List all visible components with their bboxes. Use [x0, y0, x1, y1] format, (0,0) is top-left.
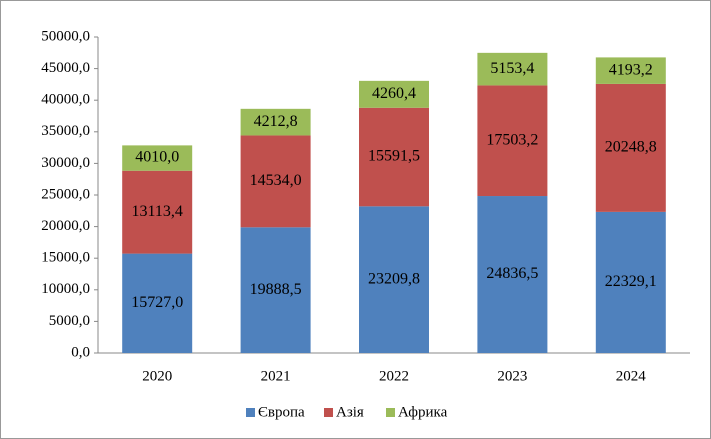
legend-swatch — [386, 408, 395, 417]
x-tick-label: 2023 — [497, 368, 527, 384]
bar-segment — [240, 227, 311, 353]
value-label: 15591,5 — [368, 148, 420, 165]
legend-swatch — [246, 408, 255, 417]
y-tick-label: 35000,0 — [41, 123, 90, 139]
value-label: 4212,8 — [254, 113, 298, 130]
x-tick-label: 2020 — [142, 368, 172, 384]
value-label: 14534,0 — [250, 172, 302, 189]
y-tick-label: 5000,0 — [49, 313, 90, 329]
bar-segment — [240, 135, 311, 228]
value-label: 5153,4 — [490, 60, 534, 77]
value-label: 15727,0 — [131, 294, 183, 311]
bar-segment — [477, 85, 548, 197]
bar-segment — [595, 83, 666, 212]
y-tick-label: 20000,0 — [41, 218, 90, 234]
legend-label: Африка — [398, 404, 448, 420]
y-tick-label: 30000,0 — [41, 155, 90, 171]
y-tick-label: 45000,0 — [41, 60, 90, 76]
bar-segment — [122, 253, 193, 353]
bar-segment — [359, 206, 429, 353]
x-tick-label: 2022 — [379, 368, 409, 384]
y-tick-label: 50000,0 — [41, 28, 90, 44]
value-label: 23209,8 — [368, 270, 420, 287]
bar-segment — [359, 80, 429, 108]
bar-segment — [595, 211, 666, 353]
value-label: 4193,2 — [609, 61, 653, 78]
x-tick-label: 2021 — [261, 368, 291, 384]
bar-segment — [122, 170, 193, 254]
bar-segment — [477, 52, 548, 86]
legend-swatch — [324, 408, 333, 417]
y-tick-label: 0,0 — [71, 344, 90, 360]
legend-label: Азія — [336, 404, 364, 420]
y-tick-label: 15000,0 — [41, 250, 90, 266]
y-tick-label: 40000,0 — [41, 92, 90, 108]
value-label: 24836,5 — [486, 265, 538, 282]
value-label: 20248,8 — [605, 139, 657, 156]
value-label: 17503,2 — [486, 131, 538, 148]
y-tick-label: 10000,0 — [41, 281, 90, 297]
value-label: 22329,1 — [605, 273, 657, 290]
value-label: 4260,4 — [372, 85, 416, 102]
value-label: 4010,0 — [135, 149, 179, 166]
x-tick-label: 2024 — [616, 368, 647, 384]
bar-segment — [122, 145, 193, 171]
bar-segment — [477, 196, 548, 353]
legend-label: Європа — [258, 404, 305, 420]
bar-segment — [240, 108, 311, 136]
value-label: 13113,4 — [131, 203, 182, 220]
value-label: 19888,5 — [250, 281, 302, 298]
bar-segment — [359, 107, 429, 207]
bar-segment — [595, 57, 666, 84]
y-tick-label: 25000,0 — [41, 186, 90, 202]
